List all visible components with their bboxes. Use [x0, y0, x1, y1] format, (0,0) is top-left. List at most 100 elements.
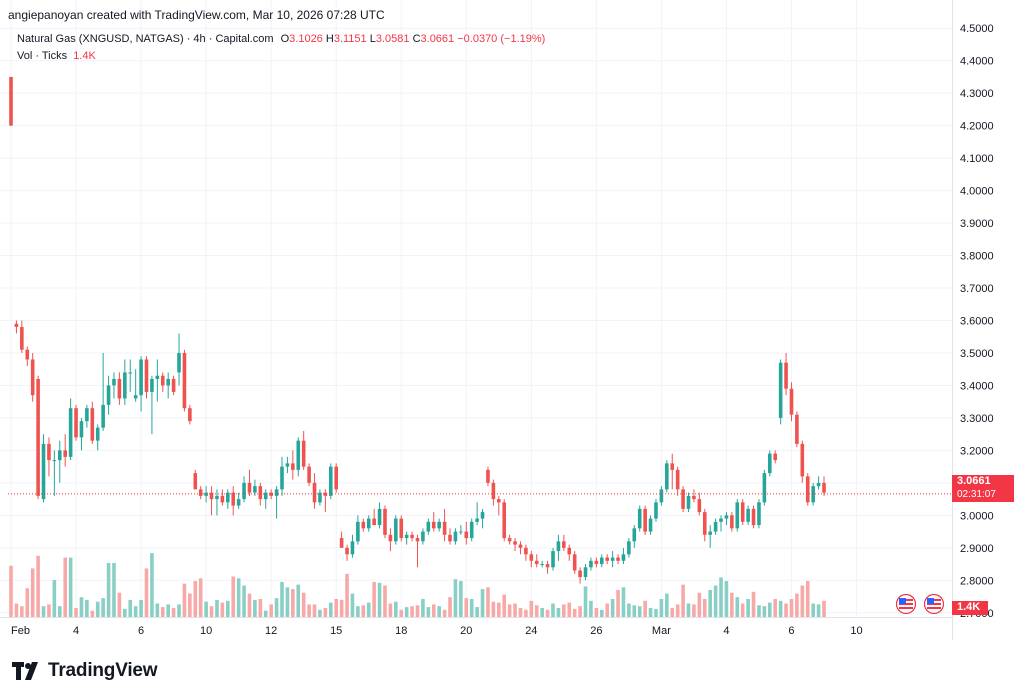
volume-bar: [654, 608, 658, 617]
volume-bar: [301, 592, 306, 617]
time-axis[interactable]: Feb 4 6 10 12 15 18 20 24 26 Mar 4 6 10: [11, 625, 863, 637]
candle: [811, 482, 815, 506]
volume-bar: [632, 605, 637, 617]
candle: [605, 554, 609, 565]
volume-bar: [610, 599, 615, 617]
ohlc-close-value: 3.0661: [420, 33, 455, 45]
volume-bar: [291, 589, 295, 617]
candle-body: [681, 489, 685, 509]
candle-body: [448, 534, 452, 542]
volume-bar: [442, 609, 447, 617]
candle-body: [47, 443, 51, 461]
volume-bar: [296, 584, 301, 617]
candle: [751, 505, 756, 529]
candle-body: [291, 463, 295, 470]
time-tick-label: 10: [850, 625, 862, 637]
volume-bar: [144, 568, 149, 617]
candle-body: [784, 362, 788, 389]
symbol-title[interactable]: Natural Gas (XNGUSD, NATGAS) · 4h · Capi…: [17, 33, 274, 45]
candle-body: [421, 531, 425, 542]
volume-bar: [708, 590, 712, 617]
candle-body: [242, 482, 246, 500]
candle: [247, 469, 252, 496]
candle-body: [307, 466, 311, 483]
candle: [702, 508, 707, 542]
candle: [328, 463, 333, 500]
candle-body: [507, 538, 512, 542]
candle: [762, 469, 767, 506]
candle-body: [751, 508, 756, 526]
volume-bar: [57, 606, 62, 617]
candle-body: [209, 492, 214, 500]
candle: [30, 352, 35, 402]
candle-body: [328, 466, 333, 496]
candle: [681, 486, 685, 513]
candlestick-series: [9, 76, 826, 584]
candle-body: [193, 473, 198, 490]
volume-bar: [226, 600, 230, 617]
candle: [768, 450, 772, 477]
candle: [410, 531, 414, 542]
candle-body: [155, 375, 160, 379]
volume-bar: [648, 608, 653, 617]
symbol-legend[interactable]: Natural Gas (XNGUSD, NATGAS) · 4h · Capi…: [17, 33, 545, 45]
candle: [637, 505, 642, 532]
candle-body: [654, 502, 658, 519]
candle: [773, 450, 778, 464]
candle: [497, 495, 501, 516]
candle: [599, 554, 604, 568]
volume-value-tag: 1.4K: [952, 601, 988, 615]
volume-bar: [719, 577, 723, 617]
candle: [182, 349, 187, 412]
candle: [95, 424, 100, 451]
volume-bar: [789, 599, 794, 617]
candle-body: [616, 557, 620, 561]
candle-body: [366, 518, 371, 529]
candle-body: [762, 473, 767, 503]
volume-bar: [198, 578, 203, 617]
candle: [578, 567, 582, 584]
candle-body: [52, 460, 57, 462]
volume-indicator-title[interactable]: Vol · Ticks: [17, 50, 68, 62]
candle-body: [128, 372, 133, 374]
price-axis[interactable]: 2.70002.80002.90003.00003.10003.20003.30…: [960, 23, 994, 620]
candle: [226, 489, 230, 509]
candle: [757, 499, 761, 529]
price-tick-label: 2.8000: [960, 575, 994, 587]
candle: [74, 404, 78, 441]
volume-bar: [502, 594, 507, 617]
candle-body: [57, 450, 62, 461]
us-flag-icon[interactable]: [923, 593, 945, 615]
candle-body: [79, 421, 84, 438]
candle: [469, 518, 474, 542]
candle: [47, 437, 51, 477]
volume-bar: [30, 568, 35, 617]
tradingview-logo-text: TradingView: [48, 660, 158, 681]
candle-body: [198, 489, 203, 496]
candle-body: [166, 378, 170, 386]
candle-body: [90, 408, 95, 441]
us-flag-icon[interactable]: [895, 593, 917, 615]
tradingview-logo[interactable]: TradingView: [12, 658, 158, 684]
volume-bar: [160, 607, 165, 617]
ohlc-high-value: 3.1151: [333, 33, 367, 45]
candle: [106, 375, 111, 415]
candle-body: [475, 518, 479, 522]
candle: [404, 531, 409, 545]
candle: [437, 518, 441, 532]
candle: [507, 534, 512, 545]
volume-bar: [150, 553, 154, 617]
time-tick-label: 12: [265, 625, 277, 637]
volume-bar: [220, 602, 225, 617]
volume-bar: [800, 585, 805, 617]
candle-body: [258, 486, 263, 500]
candle-body: [318, 492, 322, 503]
volume-bar: [431, 604, 436, 617]
volume-bar: [123, 608, 127, 617]
candle: [713, 518, 718, 535]
candle: [708, 525, 712, 548]
volume-legend[interactable]: Vol · Ticks 1.4K: [17, 50, 96, 62]
volume-bar: [627, 603, 631, 617]
candle-body: [491, 482, 496, 500]
